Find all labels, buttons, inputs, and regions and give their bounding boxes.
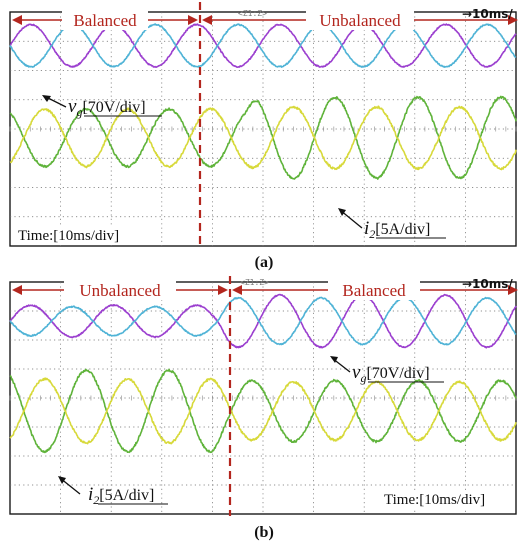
waveform-vg-trace-1 bbox=[9, 23, 517, 68]
panel-b-trigger-marker: <Z1:Z> bbox=[240, 278, 269, 287]
waveform-i2-trace-3 bbox=[9, 368, 517, 454]
waveform-vg-trace-2 bbox=[9, 23, 517, 68]
panel-b-waveforms bbox=[9, 293, 517, 454]
panel-b-time-label: Time:[10ms/div] bbox=[384, 492, 485, 508]
panel-a-waveforms bbox=[9, 23, 517, 180]
waveform-vg-trace-2 bbox=[9, 296, 517, 346]
waveform-i2-trace-3 bbox=[9, 95, 517, 180]
panel-b-left-segment-label: Unbalanced bbox=[79, 281, 161, 300]
panel-a-left-segment-label: Balanced bbox=[73, 11, 137, 30]
panel-a-grid bbox=[9, 12, 517, 246]
waveform-i2-trace-4 bbox=[9, 105, 517, 171]
panel-b-timebase-marker: →10ms/ bbox=[462, 277, 513, 291]
panel-a-timebase-marker: →10ms/ bbox=[462, 7, 513, 21]
panel-a-trigger-marker: <Z1:Z> bbox=[238, 9, 267, 18]
panel-a-vg-label: vg[70V/div] bbox=[68, 96, 146, 119]
panel-a-time-label: Time:[10ms/div] bbox=[18, 228, 119, 244]
panel-b: Unbalanced Balanced <Z1:Z> →10ms/ vg[70V… bbox=[9, 276, 518, 541]
panel-a: Balanced Unbalanced <Z1:Z> →10ms/ vg[70V… bbox=[9, 2, 518, 271]
waveform-vg-trace-1 bbox=[9, 293, 517, 349]
panel-a-i2-label: i2[5A/div] bbox=[364, 218, 430, 241]
panel-b-grid bbox=[9, 282, 517, 514]
panel-b-i2-label: i2[5A/div] bbox=[88, 484, 154, 507]
panel-a-caption: (a) bbox=[255, 254, 274, 271]
panel-b-right-segment-label: Balanced bbox=[342, 281, 406, 300]
waveform-i2-trace-4 bbox=[9, 377, 517, 445]
panel-b-caption: (b) bbox=[254, 524, 274, 541]
panel-a-right-segment-label: Unbalanced bbox=[319, 11, 401, 30]
panel-b-vg-label: vg[70V/div] bbox=[352, 362, 430, 385]
